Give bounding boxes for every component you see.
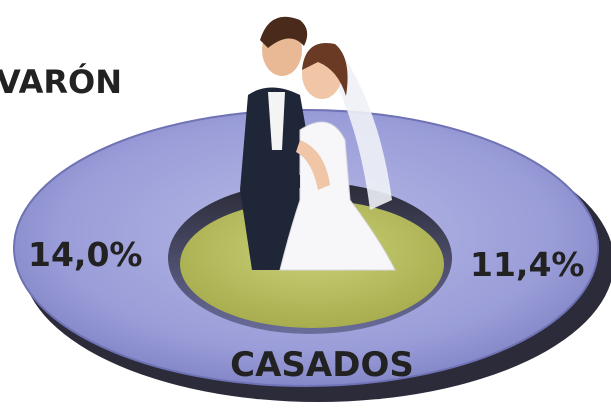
title: VARÓN [0, 62, 122, 101]
right-value: 11,4% [470, 245, 585, 284]
couple-illustration [240, 16, 396, 271]
caption: CASADOS [230, 345, 414, 385]
left-value: 14,0% [28, 235, 143, 274]
